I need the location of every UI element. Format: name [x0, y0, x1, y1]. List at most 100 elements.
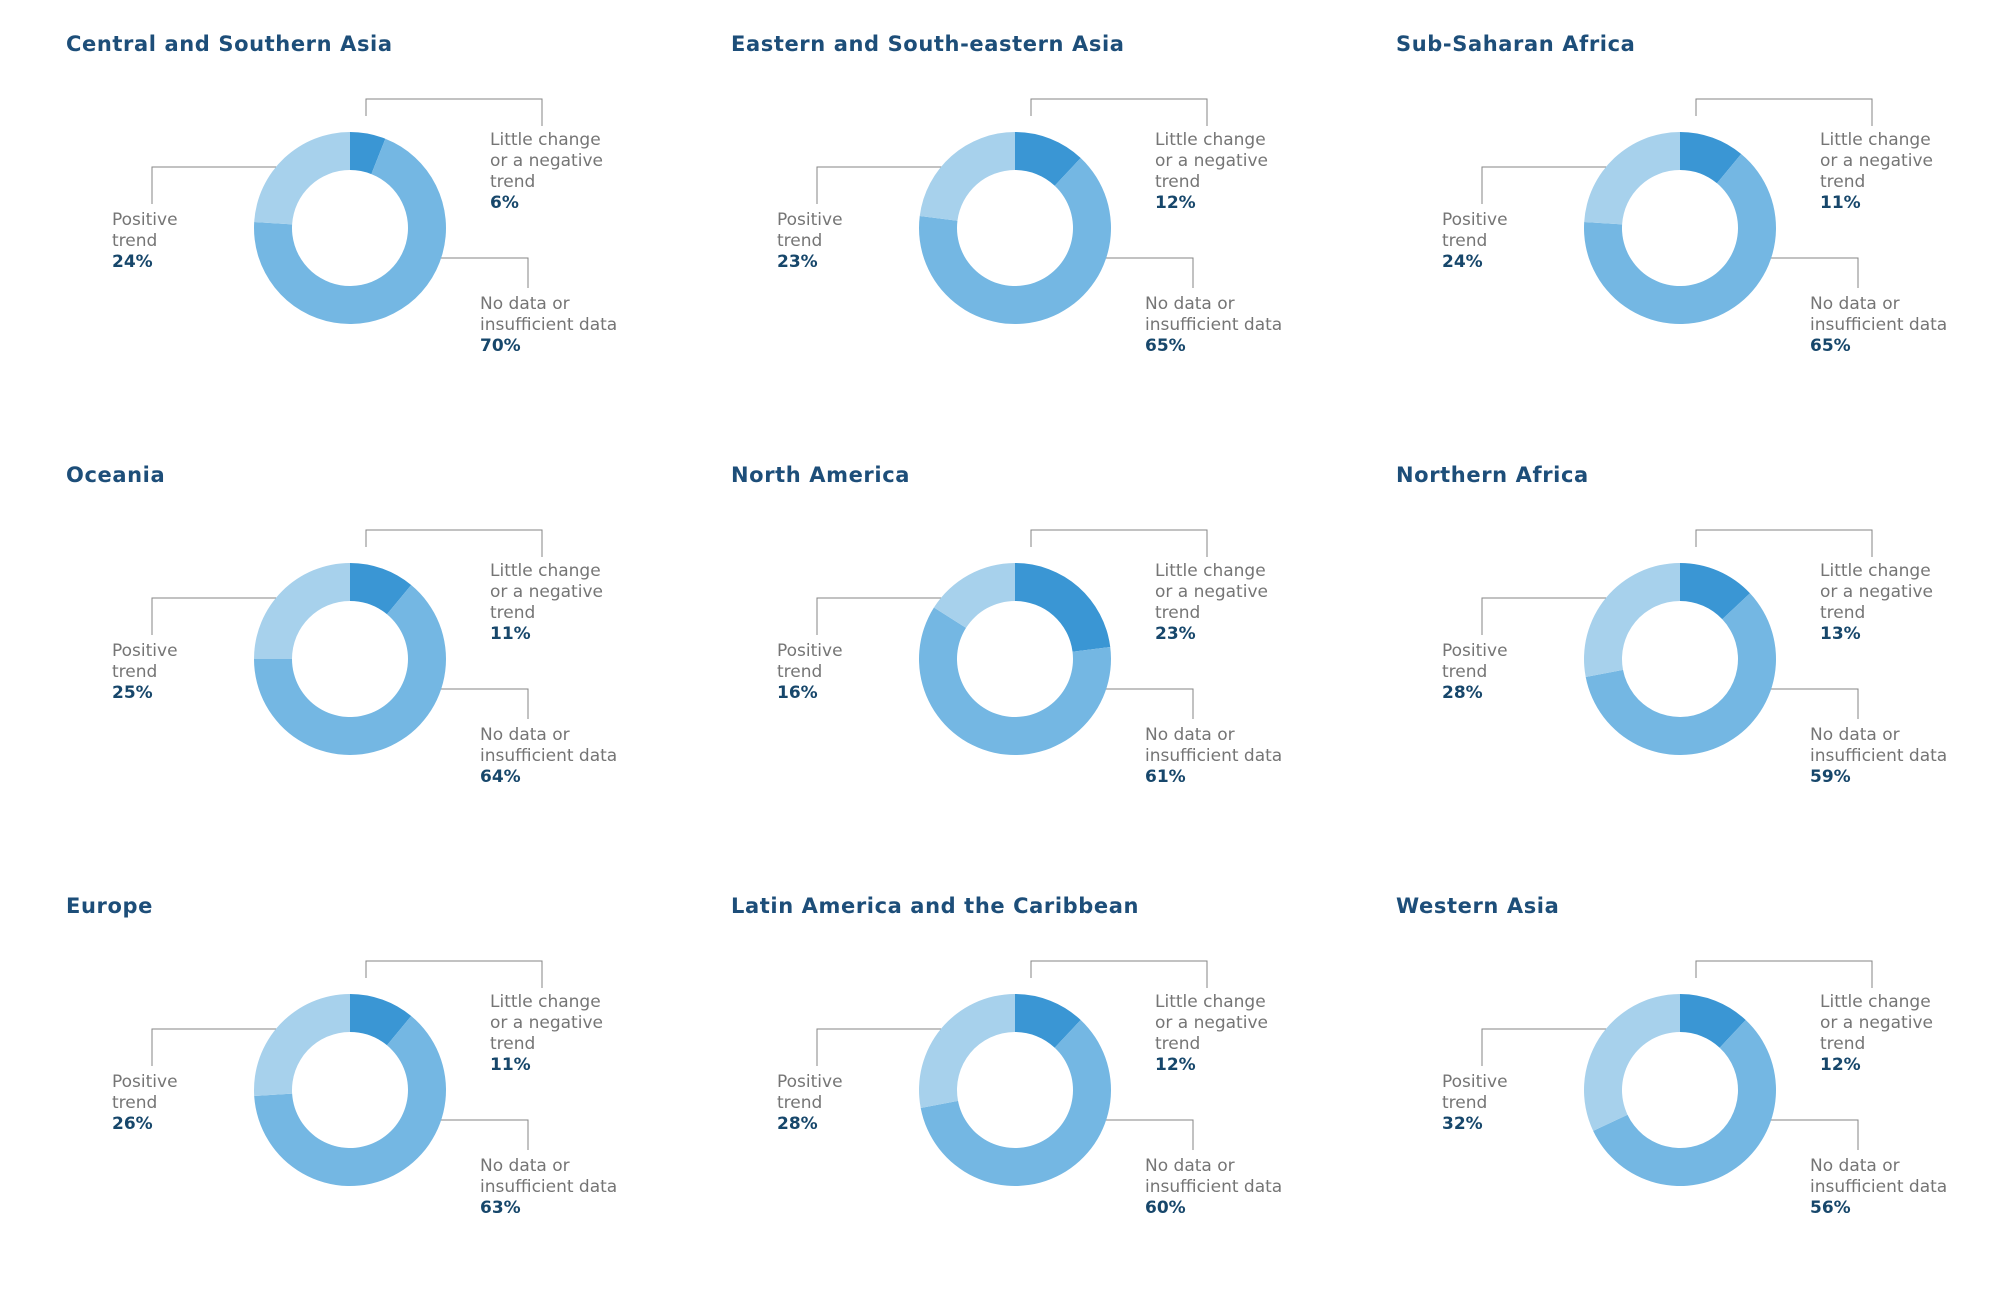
donut-chart — [1584, 994, 1776, 1186]
chart-title: Sub-Saharan Africa — [1396, 32, 1636, 56]
leader-no-data — [1101, 688, 1194, 719]
leader-no-data — [436, 257, 529, 288]
label-positive-trend: Positive trend 28% — [777, 1072, 843, 1135]
label-line: trend — [1442, 1093, 1488, 1113]
value-no-data: 59% — [1810, 767, 1851, 787]
donut-chart — [254, 994, 446, 1186]
region-chart-cell: Western Asia Little change or a negative… — [1330, 862, 1995, 1293]
label-line: insufficient data — [480, 315, 618, 335]
value-little-change: 11% — [490, 1055, 531, 1075]
slice-little-change — [1680, 132, 1742, 184]
value-no-data: 64% — [480, 767, 521, 787]
slice-no-data — [919, 607, 1111, 755]
label-line: Positive — [112, 210, 178, 230]
label-no-data: No data or insufficient data 56% — [1810, 1156, 1947, 1219]
label-line: trend — [112, 662, 158, 682]
value-positive-trend: 24% — [112, 252, 153, 272]
donut-chart — [254, 132, 446, 324]
label-line: trend — [1820, 603, 1866, 623]
slice-positive — [919, 132, 1015, 221]
label-positive-trend: Positive trend 25% — [112, 641, 178, 704]
label-line: or a negative — [490, 151, 603, 171]
label-line: Positive — [1442, 210, 1508, 230]
leader-little-change — [1695, 960, 1873, 988]
slice-positive — [1584, 994, 1680, 1131]
leader-lines — [1481, 98, 1873, 288]
label-line: Little change — [1820, 130, 1931, 150]
leader-little-change — [365, 529, 543, 557]
label-line: or a negative — [1155, 1013, 1268, 1033]
value-positive-trend: 23% — [777, 252, 818, 272]
region-chart-cell: Central and Southern Asia Little change … — [0, 0, 665, 431]
leader-positive — [1481, 166, 1608, 204]
slice-little-change — [350, 132, 386, 175]
leader-no-data — [1766, 688, 1859, 719]
value-little-change: 12% — [1820, 1055, 1861, 1075]
value-positive-trend: 28% — [777, 1114, 818, 1134]
leader-little-change — [1695, 529, 1873, 557]
label-line: or a negative — [1820, 151, 1933, 171]
leader-lines — [816, 960, 1208, 1150]
label-no-data: No data or insufficient data 60% — [1145, 1156, 1282, 1219]
label-positive-trend: Positive trend 32% — [1442, 1072, 1508, 1135]
label-line: trend — [112, 1093, 158, 1113]
chart-title: Oceania — [66, 463, 166, 487]
leader-lines — [151, 529, 543, 719]
leader-no-data — [1101, 257, 1194, 288]
label-positive-trend: Positive trend 28% — [1442, 641, 1508, 704]
label-line: Positive — [1442, 1072, 1508, 1092]
slice-no-data — [1593, 1020, 1776, 1186]
label-line: or a negative — [1820, 1013, 1933, 1033]
slice-positive — [254, 563, 350, 659]
label-line: Little change — [490, 130, 601, 150]
label-line: Little change — [1820, 561, 1931, 581]
value-no-data: 63% — [480, 1198, 521, 1218]
label-line: trend — [490, 172, 536, 192]
leader-little-change — [1695, 98, 1873, 126]
label-line: trend — [1155, 1034, 1201, 1054]
label-line: No data or — [1145, 1156, 1235, 1176]
leader-positive — [151, 597, 278, 635]
slice-positive — [1584, 563, 1680, 677]
label-line: Little change — [1820, 992, 1931, 1012]
leader-lines — [151, 960, 543, 1150]
donut-chart — [254, 563, 446, 755]
label-line: Positive — [1442, 641, 1508, 661]
label-line: or a negative — [1820, 582, 1933, 602]
label-line: trend — [490, 603, 536, 623]
chart-title: Eastern and South-eastern Asia — [731, 32, 1125, 56]
label-line: No data or — [480, 725, 570, 745]
label-line: Little change — [490, 992, 601, 1012]
chart-title: Central and Southern Asia — [66, 32, 393, 56]
label-line: No data or — [1145, 294, 1235, 314]
label-little-change: Little change or a negative trend 11% — [1820, 130, 1933, 214]
label-line: trend — [1442, 231, 1488, 251]
chart-title: Latin America and the Caribbean — [731, 894, 1140, 918]
leader-no-data — [1101, 1119, 1194, 1150]
leader-lines — [1481, 529, 1873, 719]
label-line: trend — [1155, 603, 1201, 623]
slice-positive — [254, 132, 350, 225]
label-line: No data or — [1145, 725, 1235, 745]
value-little-change: 23% — [1155, 624, 1196, 644]
label-line: insufficient data — [1810, 315, 1948, 335]
chart-title: Western Asia — [1396, 894, 1560, 918]
region-chart-cell: Europe Little change or a negative trend… — [0, 862, 665, 1293]
value-positive-trend: 24% — [1442, 252, 1483, 272]
label-little-change: Little change or a negative trend 23% — [1155, 561, 1268, 645]
label-no-data: No data or insufficient data 59% — [1810, 725, 1947, 788]
value-little-change: 12% — [1155, 193, 1196, 213]
label-line: Positive — [777, 641, 843, 661]
label-line: No data or — [480, 1156, 570, 1176]
label-line: trend — [1442, 662, 1488, 682]
value-little-change: 11% — [490, 624, 531, 644]
label-little-change: Little change or a negative trend 12% — [1155, 992, 1268, 1076]
leader-positive — [1481, 597, 1608, 635]
leader-positive — [151, 1028, 278, 1066]
label-line: Little change — [490, 561, 601, 581]
leader-little-change — [1030, 960, 1208, 988]
slice-little-change — [350, 563, 412, 615]
label-line: Positive — [777, 1072, 843, 1092]
slice-no-data — [1585, 593, 1776, 755]
label-little-change: Little change or a negative trend 6% — [490, 130, 603, 214]
